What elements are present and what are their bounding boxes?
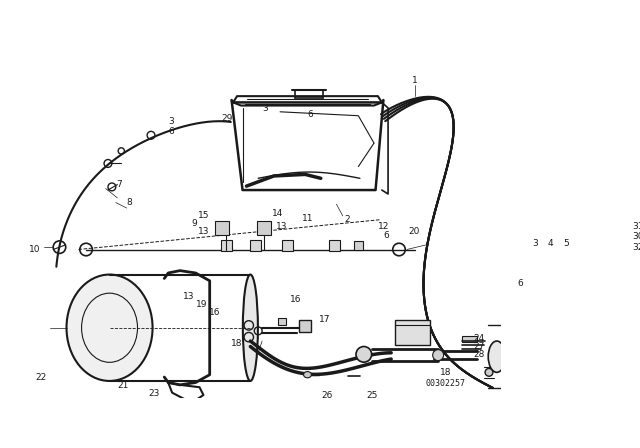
Text: 7: 7 bbox=[116, 180, 122, 189]
Text: 23: 23 bbox=[148, 389, 160, 398]
Ellipse shape bbox=[243, 275, 258, 381]
Text: 26: 26 bbox=[321, 391, 333, 401]
Text: 13: 13 bbox=[276, 221, 288, 231]
Text: 19: 19 bbox=[196, 300, 207, 309]
Text: 18: 18 bbox=[440, 368, 451, 377]
Text: 6: 6 bbox=[383, 231, 389, 240]
Bar bbox=[299, 320, 312, 332]
Text: 16: 16 bbox=[209, 308, 221, 317]
Ellipse shape bbox=[488, 341, 506, 372]
Bar bbox=[395, 320, 430, 345]
Text: 8: 8 bbox=[127, 198, 132, 207]
Text: 28: 28 bbox=[474, 350, 484, 359]
Text: 17: 17 bbox=[319, 315, 331, 324]
Text: 6: 6 bbox=[517, 280, 523, 289]
Text: 27: 27 bbox=[474, 342, 484, 351]
Text: 2: 2 bbox=[344, 215, 350, 224]
Bar bbox=[328, 240, 340, 251]
Bar bbox=[278, 318, 285, 325]
Ellipse shape bbox=[303, 371, 312, 378]
Text: 15: 15 bbox=[198, 211, 210, 220]
Text: 30: 30 bbox=[632, 233, 640, 241]
Text: 4: 4 bbox=[548, 239, 554, 248]
Ellipse shape bbox=[433, 349, 444, 361]
Text: 11: 11 bbox=[301, 214, 313, 223]
Ellipse shape bbox=[356, 346, 372, 362]
Bar bbox=[257, 221, 271, 235]
Text: 6: 6 bbox=[168, 127, 174, 136]
Text: 25: 25 bbox=[366, 391, 378, 401]
Bar bbox=[282, 240, 292, 251]
Bar bbox=[221, 240, 232, 251]
Text: 00302257: 00302257 bbox=[426, 379, 465, 388]
Text: 3: 3 bbox=[168, 117, 174, 126]
Text: 32: 32 bbox=[632, 243, 640, 252]
Ellipse shape bbox=[67, 275, 152, 381]
Text: 5: 5 bbox=[563, 239, 569, 248]
Text: 22: 22 bbox=[36, 373, 47, 382]
Bar bbox=[461, 336, 477, 342]
Text: 18: 18 bbox=[230, 339, 242, 348]
Text: 13: 13 bbox=[198, 227, 210, 236]
Text: 6: 6 bbox=[307, 111, 313, 120]
Text: 29: 29 bbox=[222, 113, 233, 123]
Text: 3: 3 bbox=[532, 239, 538, 248]
Text: 12: 12 bbox=[378, 221, 389, 231]
Text: 16: 16 bbox=[289, 295, 301, 304]
Text: 21: 21 bbox=[118, 381, 129, 390]
Text: 1: 1 bbox=[412, 76, 417, 85]
Text: 3: 3 bbox=[262, 104, 268, 113]
Text: 10: 10 bbox=[29, 245, 41, 254]
Bar bbox=[625, 236, 632, 242]
Bar bbox=[250, 240, 261, 251]
Text: 20: 20 bbox=[408, 227, 420, 236]
Bar bbox=[354, 241, 363, 250]
Text: 13: 13 bbox=[182, 292, 194, 301]
Text: 24: 24 bbox=[474, 334, 484, 343]
Text: 14: 14 bbox=[272, 209, 284, 218]
Bar bbox=[215, 221, 229, 235]
Text: 9: 9 bbox=[191, 219, 197, 228]
Circle shape bbox=[485, 368, 493, 376]
Text: 31: 31 bbox=[632, 221, 640, 231]
